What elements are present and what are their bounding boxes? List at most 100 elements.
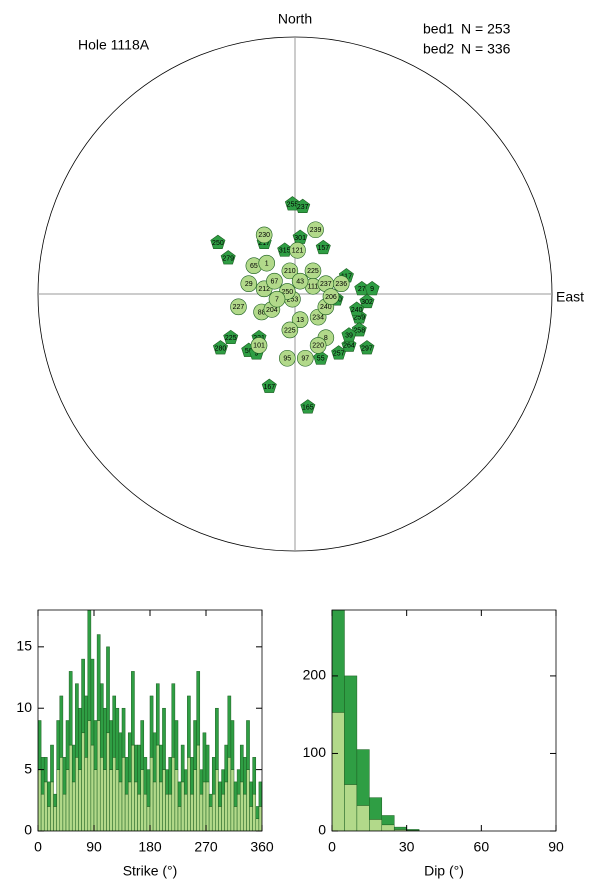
x-tick-label: 90: [86, 839, 102, 855]
point-label: 264: [343, 343, 355, 350]
bar: [99, 757, 104, 831]
bar: [159, 781, 163, 831]
bar: [255, 806, 260, 819]
bar: [215, 707, 219, 770]
point: [291, 272, 309, 290]
point-label: 253: [287, 296, 299, 303]
bar: [236, 793, 241, 831]
legend-name: bed2: [423, 41, 454, 57]
point-label: 27: [358, 286, 366, 293]
bar: [236, 769, 241, 795]
bar: [146, 769, 151, 807]
bar: [180, 744, 185, 783]
bar: [221, 769, 225, 795]
y-tick-label: 10: [16, 699, 32, 715]
bar: [239, 781, 244, 831]
bar: [252, 757, 257, 795]
bar: [180, 781, 185, 831]
point: [322, 288, 340, 305]
bar: [369, 797, 383, 820]
y-tick-label: 0: [318, 822, 326, 838]
x-tick-label: 0: [34, 839, 42, 855]
point: [295, 198, 311, 213]
bar: [53, 806, 57, 831]
point-label: 55: [317, 356, 325, 363]
bar: [199, 793, 204, 831]
x-tick-label: 270: [194, 839, 218, 855]
bar: [59, 757, 64, 831]
bar: [62, 793, 67, 831]
bar: [183, 793, 188, 831]
bar: [155, 683, 160, 746]
point-label: 9: [254, 350, 258, 357]
point: [240, 275, 258, 293]
bar: [356, 805, 370, 831]
bar: [140, 769, 145, 831]
point-label: 9: [370, 286, 374, 293]
point: [349, 301, 365, 316]
point: [341, 327, 357, 342]
point: [359, 340, 375, 355]
point: [223, 329, 239, 345]
point: [281, 262, 299, 280]
bar: [90, 744, 95, 831]
point-label: 302: [361, 299, 373, 306]
point-label: 220: [312, 343, 324, 350]
bar: [332, 712, 345, 831]
north-label: North: [278, 11, 312, 27]
bar: [190, 793, 194, 831]
bar: [233, 781, 238, 807]
point-label: 165: [302, 404, 314, 411]
bar: [230, 720, 235, 770]
point-label: 301: [294, 235, 306, 242]
bar: [165, 769, 169, 795]
bar: [38, 720, 42, 770]
point-label: 13: [296, 317, 304, 324]
point: [313, 350, 329, 365]
bar: [115, 707, 120, 770]
point: [261, 378, 277, 393]
point-label: 97: [301, 356, 309, 363]
bar: [162, 769, 166, 831]
bar: [50, 744, 54, 783]
bar: [109, 720, 113, 770]
bar: [152, 732, 157, 783]
bar: [121, 707, 126, 758]
bar: [177, 781, 182, 807]
point: [250, 337, 268, 354]
point-label: 101: [253, 343, 265, 350]
bar: [65, 720, 70, 770]
point-label: 234: [312, 314, 324, 321]
bar: [171, 683, 176, 758]
bar: [152, 781, 157, 831]
bar: [208, 806, 213, 831]
point-label: 315: [279, 248, 291, 255]
bar: [56, 720, 61, 770]
point-label: 8: [324, 335, 328, 342]
y-tick-label: 200: [303, 667, 327, 683]
bar: [134, 744, 138, 783]
bar: [78, 707, 82, 770]
point-label: 212: [258, 286, 270, 293]
bar: [205, 744, 210, 783]
bar: [174, 769, 179, 831]
x-tick-label: 180: [138, 839, 162, 855]
bar: [112, 695, 117, 758]
bar: [162, 707, 166, 770]
point-label: 280: [215, 345, 227, 352]
bar: [68, 744, 73, 831]
bar: [211, 757, 216, 795]
bar: [53, 793, 57, 807]
point-label: 50: [245, 348, 253, 355]
bar: [190, 757, 194, 795]
bar: [243, 793, 247, 831]
legend-count: N = 253: [461, 21, 511, 37]
bar: [93, 720, 98, 770]
bar: [177, 806, 182, 831]
x-tick-label: 90: [548, 839, 564, 855]
bar: [109, 769, 113, 831]
bar: [50, 781, 54, 831]
bar: [118, 781, 123, 831]
bar: [202, 781, 207, 831]
bar: [87, 610, 92, 721]
